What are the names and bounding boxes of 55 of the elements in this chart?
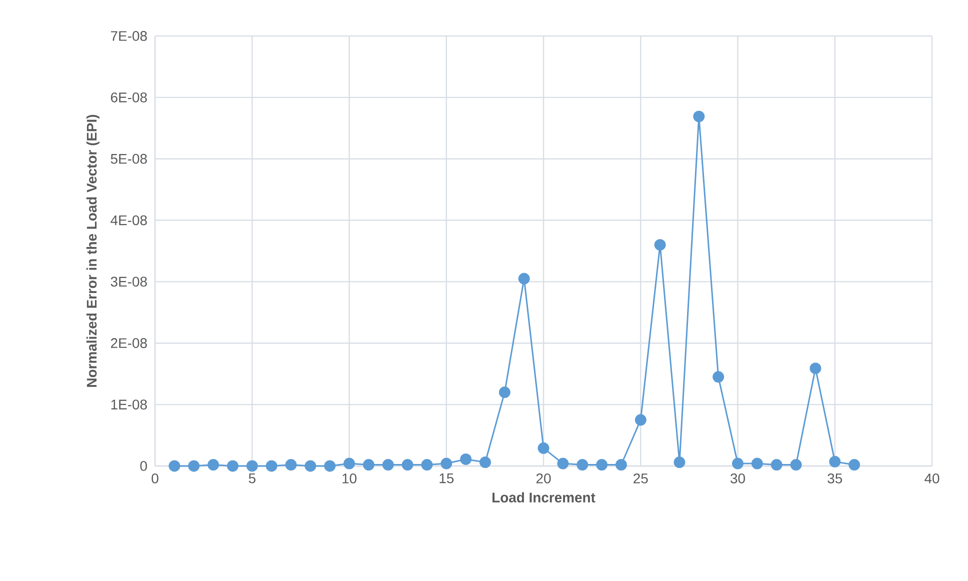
x-tick-label: 10 (342, 473, 356, 484)
point (576, 459, 588, 471)
point (402, 459, 414, 471)
point (168, 460, 180, 472)
y-tick-label: 7E-08 (110, 31, 147, 41)
x-tick-label: 5 (248, 474, 256, 484)
x-tick-label: 35 (828, 473, 842, 484)
point (751, 458, 763, 470)
point (518, 272, 530, 284)
x-tick-label: 25 (634, 473, 648, 484)
y-tick-label: 3E-08 (110, 276, 147, 287)
point (498, 386, 510, 398)
y-tick-label: 1E-08 (111, 400, 147, 410)
point (790, 459, 802, 471)
point (324, 460, 336, 472)
point (344, 458, 356, 470)
x-tick-label: 20 (536, 473, 551, 484)
x-tick-label: 0 (152, 473, 158, 484)
x-axis-title: Load Increment (492, 492, 596, 502)
point (674, 456, 686, 468)
point (848, 459, 860, 471)
y-tick-label: 2E-08 (110, 338, 147, 348)
point (557, 458, 569, 470)
point (770, 459, 782, 471)
point (712, 371, 724, 383)
y-tick-label: 6E-08 (110, 92, 147, 102)
point (732, 458, 744, 470)
point (479, 456, 491, 468)
point (226, 460, 238, 472)
point (362, 459, 374, 471)
y-tick-label: 4E-08 (110, 215, 147, 226)
point (596, 459, 608, 471)
point (246, 460, 258, 472)
point (304, 460, 316, 472)
point (810, 362, 822, 374)
point (440, 458, 452, 470)
point (829, 456, 841, 468)
x-tick-label: 15 (440, 474, 454, 484)
point (382, 459, 394, 471)
y-tick-label: 0 (140, 461, 147, 471)
point (654, 239, 666, 251)
point (188, 460, 200, 472)
point (538, 442, 550, 454)
y-tick-label: 5E-08 (110, 154, 147, 164)
x-tick-label: 30 (730, 473, 745, 484)
point (693, 110, 705, 122)
point (266, 460, 278, 472)
point (460, 453, 472, 465)
x-tick-label: 40 (924, 473, 940, 484)
point (615, 459, 627, 471)
point (421, 459, 433, 471)
y-axis-title: Normalized Error in the Load Vector (EPI) (86, 114, 100, 387)
point (285, 459, 297, 471)
point (634, 414, 646, 426)
point (208, 459, 220, 471)
